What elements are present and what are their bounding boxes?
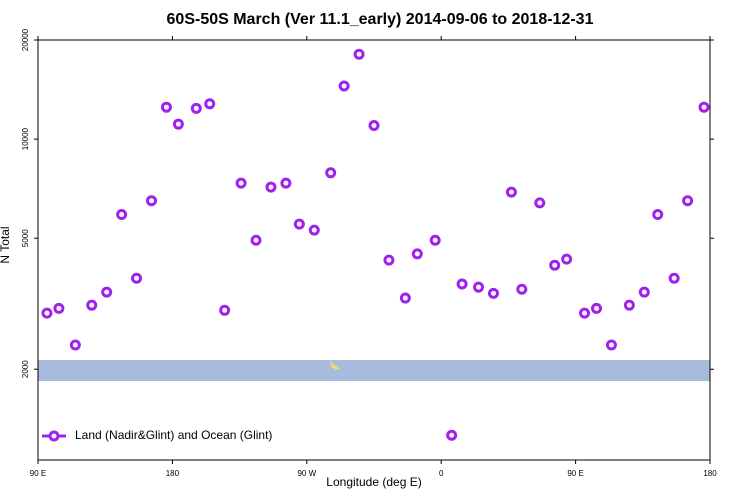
data-point (473, 281, 485, 293)
data-point (668, 272, 680, 284)
data-point (101, 286, 113, 298)
data-point (368, 119, 380, 131)
data-point (399, 292, 411, 304)
data-point (623, 299, 635, 311)
data-point (190, 102, 202, 114)
y-tick-label: 5000 (21, 229, 30, 247)
plot-frame (37, 39, 711, 461)
y-axis-label: N Total (0, 226, 12, 263)
data-point (325, 167, 337, 179)
data-point (293, 218, 305, 230)
data-point (53, 302, 65, 314)
data-point (456, 278, 468, 290)
x-tick-label: 180 (166, 469, 180, 478)
legend-label: Land (Nadir&Glint) and Ocean (Glint) (75, 428, 272, 442)
data-point (280, 177, 292, 189)
data-point (69, 339, 81, 351)
data-point (145, 195, 157, 207)
data-point (429, 234, 441, 246)
legend-marker (48, 430, 60, 442)
y-tick-label: 10000 (21, 127, 30, 150)
data-point (265, 181, 277, 193)
data-point (353, 48, 365, 60)
data-point (534, 197, 546, 209)
data-point (41, 307, 53, 319)
y-tick-label: 20000 (21, 28, 30, 51)
data-point (579, 307, 591, 319)
chart-title: 60S-50S March (Ver 11.1_early) 2014-09-0… (167, 11, 594, 28)
data-point (549, 259, 561, 271)
data-point (250, 234, 262, 246)
data-point (561, 253, 573, 265)
data-point (86, 299, 98, 311)
data-point (219, 304, 231, 316)
data-point (411, 248, 423, 260)
data-point (308, 224, 320, 236)
data-point (487, 287, 499, 299)
data-point (682, 195, 694, 207)
x-tick-label: 90 W (297, 469, 316, 478)
data-point (160, 101, 172, 113)
data-point (383, 254, 395, 266)
data-point (235, 177, 247, 189)
data-point (116, 209, 128, 221)
x-tick-label: 180 (703, 469, 717, 478)
data-point (591, 302, 603, 314)
data-point (446, 429, 458, 441)
x-axis-label: Longitude (deg E) (326, 475, 421, 489)
data-point (516, 283, 528, 295)
x-tick-label: 90 E (567, 469, 583, 478)
x-tick-label: 0 (439, 469, 444, 478)
data-point (652, 209, 664, 221)
data-point (338, 80, 350, 92)
y-tick-label: 2000 (21, 360, 30, 378)
data-point (698, 101, 710, 113)
map-land (330, 360, 340, 370)
data-point (605, 339, 617, 351)
x-tick-label: 90 E (30, 469, 46, 478)
data-point (131, 272, 143, 284)
map-band (38, 360, 710, 381)
data-point (172, 118, 184, 130)
data-point (204, 98, 216, 110)
data-point (638, 286, 650, 298)
data-point (505, 186, 517, 198)
